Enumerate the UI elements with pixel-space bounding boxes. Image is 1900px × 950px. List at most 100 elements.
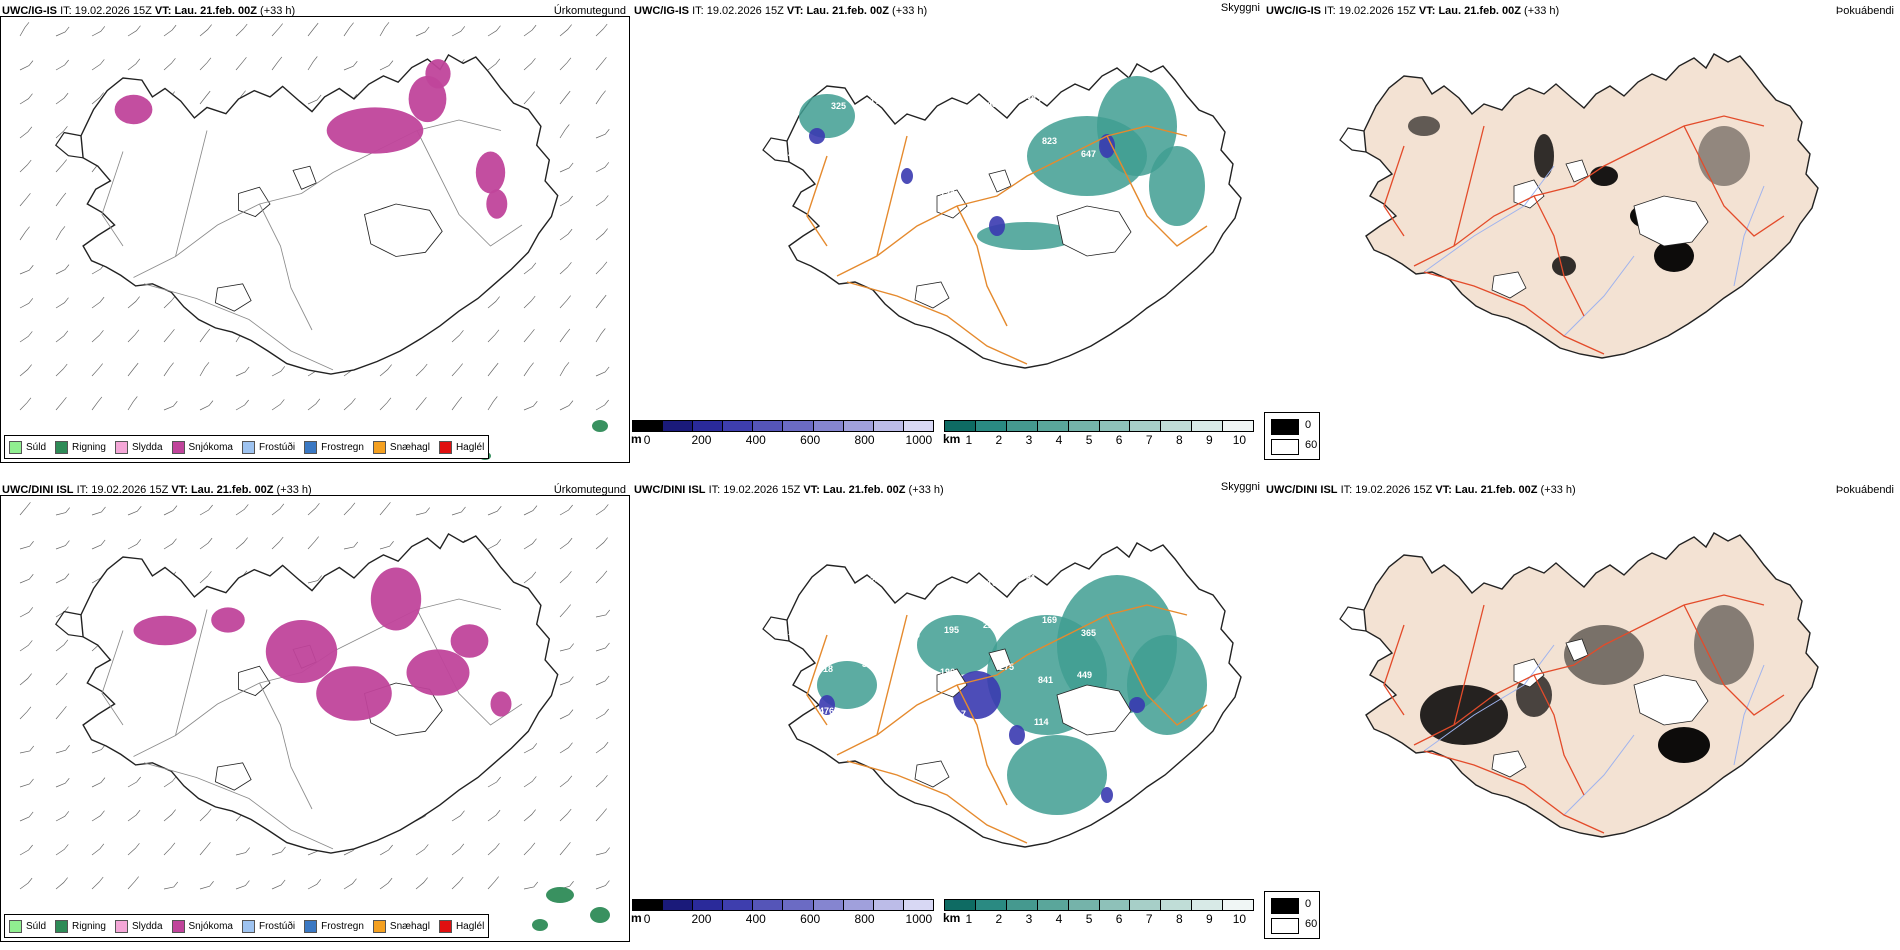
legend-swatch bbox=[304, 919, 318, 933]
model-name: UWC/DINI ISL bbox=[2, 484, 74, 496]
wind-barb bbox=[415, 363, 428, 377]
colorbar-segment bbox=[753, 421, 784, 431]
wind-barb bbox=[451, 396, 463, 411]
legend-swatch bbox=[114, 440, 128, 454]
legend-item: Snæhagl bbox=[372, 919, 430, 933]
wind-barb bbox=[559, 90, 571, 105]
colorbar-tick-label: 400 bbox=[745, 912, 766, 926]
wind-barb bbox=[487, 329, 500, 343]
init-label: IT: bbox=[1340, 484, 1353, 496]
colorbar-segment bbox=[1130, 900, 1162, 910]
colorbar-segment bbox=[633, 421, 664, 431]
field-title: Skyggni bbox=[1220, 481, 1260, 493]
wind-barb bbox=[451, 843, 465, 856]
low-visibility-area bbox=[1097, 76, 1177, 176]
colorbar-segment bbox=[1068, 900, 1100, 910]
wind-barb bbox=[91, 506, 106, 516]
wind-barb bbox=[415, 507, 430, 516]
coastline bbox=[1363, 53, 1819, 359]
colorbar-tick-label: 1 bbox=[965, 912, 973, 926]
wind-barb bbox=[379, 60, 394, 71]
snowfall-area bbox=[406, 649, 470, 696]
cloud-base-label: 221 bbox=[983, 620, 998, 630]
wind-barb bbox=[55, 159, 67, 173]
wind-barb bbox=[55, 672, 68, 686]
legend-label: Haglél bbox=[455, 920, 485, 932]
wind-barb bbox=[19, 706, 32, 720]
colorbar-segment bbox=[1192, 421, 1224, 431]
wind-barb bbox=[379, 22, 390, 37]
init-time: 19.02.2026 15Z bbox=[91, 484, 169, 496]
colorbar-tick-label: 9 bbox=[1206, 912, 1213, 926]
init-time: 19.02.2026 15Z bbox=[706, 5, 784, 17]
field-title: Úrkomutegund bbox=[553, 5, 626, 17]
precip-type-map bbox=[19, 502, 611, 931]
colorbar-segment bbox=[1223, 900, 1254, 910]
wind-barb bbox=[523, 776, 537, 788]
wind-barb bbox=[199, 842, 211, 856]
cloud-base-label: 359 bbox=[905, 151, 920, 161]
wind-barb bbox=[163, 881, 179, 890]
wind-barb bbox=[199, 362, 210, 377]
colorbar-tick-label: 5 bbox=[1085, 912, 1093, 926]
colorbar-segment bbox=[903, 421, 933, 431]
fog-index-area bbox=[1420, 685, 1508, 745]
fog-legend-label: 60 bbox=[1305, 918, 1318, 930]
fog-legend-swatch bbox=[1271, 898, 1299, 914]
wind-barb bbox=[235, 23, 248, 37]
wind-barb bbox=[559, 362, 570, 377]
wind-barb bbox=[127, 25, 141, 37]
glacier-outline bbox=[1633, 195, 1709, 247]
colorbar-segment bbox=[843, 421, 874, 431]
colorbar-segment bbox=[1161, 421, 1193, 431]
road-line bbox=[175, 130, 208, 257]
iceland-outline bbox=[1339, 532, 1819, 838]
colorbar-strip bbox=[632, 899, 934, 911]
wind-barb bbox=[55, 811, 70, 822]
colorbar-tick-label: 800 bbox=[854, 912, 875, 926]
lead-time: (+33 h) bbox=[276, 484, 312, 496]
wind-barb bbox=[307, 536, 319, 550]
colorbar-segment bbox=[945, 900, 976, 910]
road-line bbox=[876, 614, 908, 736]
colorbar-tick-label: 2 bbox=[995, 433, 1003, 447]
legend-item: Rigning bbox=[55, 919, 106, 933]
colorbar-tick-label: 3 bbox=[1025, 433, 1033, 447]
colorbar-tick-label: 10 bbox=[1232, 912, 1247, 926]
low-visibility-area bbox=[1149, 146, 1205, 226]
fog-legend-label: 0 bbox=[1305, 898, 1312, 910]
cloud-base-label: 72 bbox=[948, 104, 958, 114]
road-line bbox=[416, 609, 523, 726]
cloud-base-label: 600 bbox=[823, 185, 838, 195]
wind-barb bbox=[163, 329, 175, 343]
colorbar-tick-label: 7 bbox=[1145, 433, 1153, 447]
fog-index-area bbox=[1552, 256, 1576, 276]
valid-time: Lau. 21.feb. 00Z bbox=[822, 484, 906, 496]
colorbar-unit: m bbox=[631, 911, 642, 925]
wind-barb bbox=[55, 706, 67, 720]
colorbar-segment bbox=[945, 421, 976, 431]
wind-barb bbox=[127, 539, 142, 550]
legend-label: Rigning bbox=[72, 441, 106, 453]
wind-barb bbox=[523, 743, 538, 754]
wind-barb bbox=[55, 778, 70, 788]
cloud-base-label: 823 bbox=[1042, 136, 1057, 146]
snowfall-area bbox=[370, 567, 422, 631]
wind-barb bbox=[163, 362, 174, 377]
river-line bbox=[1423, 644, 1555, 752]
wind-barb bbox=[19, 193, 31, 207]
iceland-outline bbox=[762, 542, 1242, 848]
legend-swatch bbox=[9, 440, 22, 454]
legend-swatch bbox=[114, 919, 128, 933]
colorbar-tick-label: 0 bbox=[643, 433, 651, 447]
road-line bbox=[1413, 594, 1765, 746]
cloud-base-label: 101 bbox=[862, 180, 877, 190]
colorbar-strip bbox=[944, 420, 1254, 432]
fog-index-area bbox=[1694, 605, 1754, 685]
precip-type-map bbox=[19, 22, 610, 460]
wind-barb bbox=[487, 396, 498, 411]
cloud-base-label: 363 bbox=[780, 711, 795, 721]
snowfall-area bbox=[475, 151, 506, 194]
panel-header: UWC/DINI ISL IT: 19.02.2026 15Z VT: Lau.… bbox=[1266, 484, 1576, 496]
river-line bbox=[1563, 255, 1635, 337]
